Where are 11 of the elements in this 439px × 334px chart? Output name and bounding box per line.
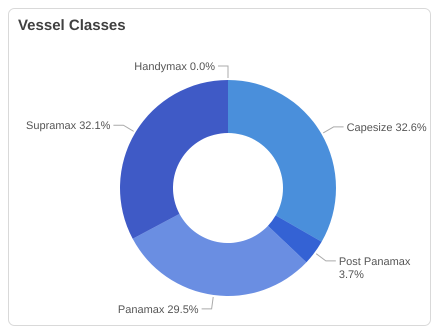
slice-label: Panamax 29.5% [118, 304, 199, 316]
donut-slice [268, 215, 322, 262]
slice-label: Supramax 32.1% [26, 120, 111, 132]
legend-label: Handymax 0.0% [134, 61, 216, 73]
slice-label: Post Panamax [338, 256, 411, 268]
slice-label: Capesize 32.6% [346, 122, 427, 134]
data-label: 3.7% [338, 268, 364, 281]
donut-slice [132, 214, 306, 296]
donut-slice [228, 80, 336, 242]
donut-slice [120, 80, 228, 239]
chart-title: Vessel Classes [18, 17, 126, 34]
